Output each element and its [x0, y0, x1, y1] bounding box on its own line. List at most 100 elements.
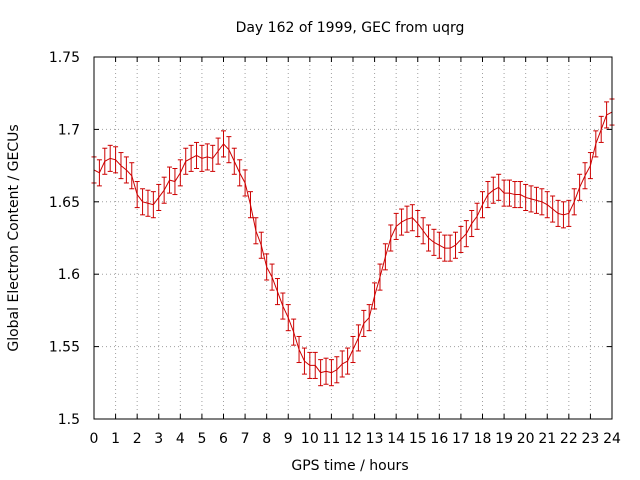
error-bar — [134, 181, 140, 209]
error-bar — [226, 136, 232, 164]
x-tick-label: 2 — [133, 431, 142, 447]
y-tick-label: 1.75 — [49, 50, 80, 66]
error-bar — [280, 292, 286, 320]
error-bar — [140, 188, 146, 216]
error-bar — [469, 209, 475, 238]
error-bar — [129, 162, 135, 190]
data-series — [91, 98, 615, 387]
chart-title: Day 162 of 1999, GEC from uqrg — [236, 20, 465, 36]
error-bar — [539, 188, 545, 216]
error-bar — [242, 169, 248, 197]
error-bar — [447, 234, 453, 262]
error-bar — [150, 191, 156, 219]
error-bar — [350, 335, 356, 364]
error-bar — [188, 144, 194, 172]
x-tick-label: 5 — [197, 431, 206, 447]
error-bar — [560, 201, 566, 229]
error-bar — [210, 144, 216, 172]
error-bar — [307, 351, 313, 379]
error-bar — [167, 166, 173, 194]
x-tick-label: 10 — [301, 431, 319, 447]
y-tick-label: 1.6 — [58, 267, 80, 283]
x-tick-label: 7 — [241, 431, 250, 447]
error-bar — [355, 324, 361, 352]
error-bar — [328, 359, 334, 387]
error-bar — [506, 179, 512, 207]
error-bar — [96, 159, 102, 187]
error-bar — [604, 101, 610, 129]
error-bar — [512, 181, 518, 209]
error-bar — [231, 147, 237, 175]
error-bar — [118, 152, 124, 180]
error-bar — [301, 347, 307, 375]
error-bar — [258, 231, 264, 259]
axis-ticks — [93, 56, 613, 420]
x-tick-label: 1 — [111, 431, 120, 447]
y-tick-label: 1.5 — [58, 412, 80, 428]
x-tick-label: 18 — [474, 431, 492, 447]
x-tick-label: 0 — [90, 431, 99, 447]
x-tick-label: 11 — [323, 431, 341, 447]
error-bar — [420, 217, 426, 245]
error-bar — [533, 186, 539, 214]
tick-labels: 0 1 2 3 4 5 6 7 8 9 10 11 12 13 14 15 16 17 18 19 20 21 22 23 24… — [49, 50, 621, 447]
x-tick-label: 13 — [366, 431, 384, 447]
error-bar — [291, 318, 297, 346]
x-tick-label: 19 — [495, 431, 513, 447]
x-tick-label: 12 — [344, 431, 362, 447]
error-bar — [285, 304, 291, 332]
error-bar — [361, 309, 367, 337]
error-bar — [172, 167, 178, 196]
error-bar — [404, 205, 410, 233]
error-bar — [183, 147, 189, 175]
error-bar — [566, 199, 572, 227]
x-tick-label: 8 — [262, 431, 271, 447]
error-bar — [102, 147, 108, 175]
error-bar — [372, 282, 378, 310]
grid-lines — [94, 57, 612, 419]
x-tick-label: 4 — [176, 431, 185, 447]
error-bar — [339, 350, 345, 378]
error-bar — [577, 173, 583, 201]
error-bar — [458, 225, 464, 253]
error-bar — [555, 199, 561, 227]
error-bar — [474, 202, 480, 230]
x-tick-label: 21 — [538, 431, 556, 447]
error-bar — [442, 234, 448, 262]
error-bar — [296, 335, 302, 364]
x-axis-label: GPS time / hours — [291, 458, 408, 474]
x-tick-label: 24 — [603, 431, 621, 447]
error-bar — [318, 359, 324, 387]
error-bar — [501, 179, 507, 207]
error-bar — [269, 263, 275, 291]
error-bar — [237, 159, 243, 187]
x-tick-label: 3 — [154, 431, 163, 447]
error-bar — [463, 220, 469, 248]
x-tick-label: 22 — [560, 431, 578, 447]
error-bar — [409, 204, 415, 232]
x-tick-label: 16 — [430, 431, 448, 447]
error-bar — [393, 212, 399, 240]
error-bar — [528, 185, 534, 213]
error-bar — [161, 176, 167, 204]
error-bar — [264, 253, 270, 281]
error-bar — [496, 173, 502, 201]
error-bar — [598, 115, 604, 143]
error-bar — [587, 152, 593, 180]
x-tick-label: 9 — [284, 431, 293, 447]
error-bar — [204, 143, 210, 171]
error-bar — [431, 228, 437, 256]
y-tick-label: 1.7 — [58, 122, 80, 138]
y-axis-label: Global Electron Content / GECUs — [6, 124, 22, 351]
x-tick-label: 14 — [387, 431, 405, 447]
error-bar — [382, 243, 388, 271]
error-bar — [415, 209, 421, 238]
error-bar — [247, 191, 253, 219]
error-bar — [253, 217, 259, 245]
x-tick-label: 15 — [409, 431, 427, 447]
error-bar — [145, 189, 151, 217]
error-bar — [550, 195, 556, 223]
error-bar — [156, 183, 162, 211]
error-bar — [544, 191, 550, 219]
x-tick-label: 6 — [219, 431, 228, 447]
